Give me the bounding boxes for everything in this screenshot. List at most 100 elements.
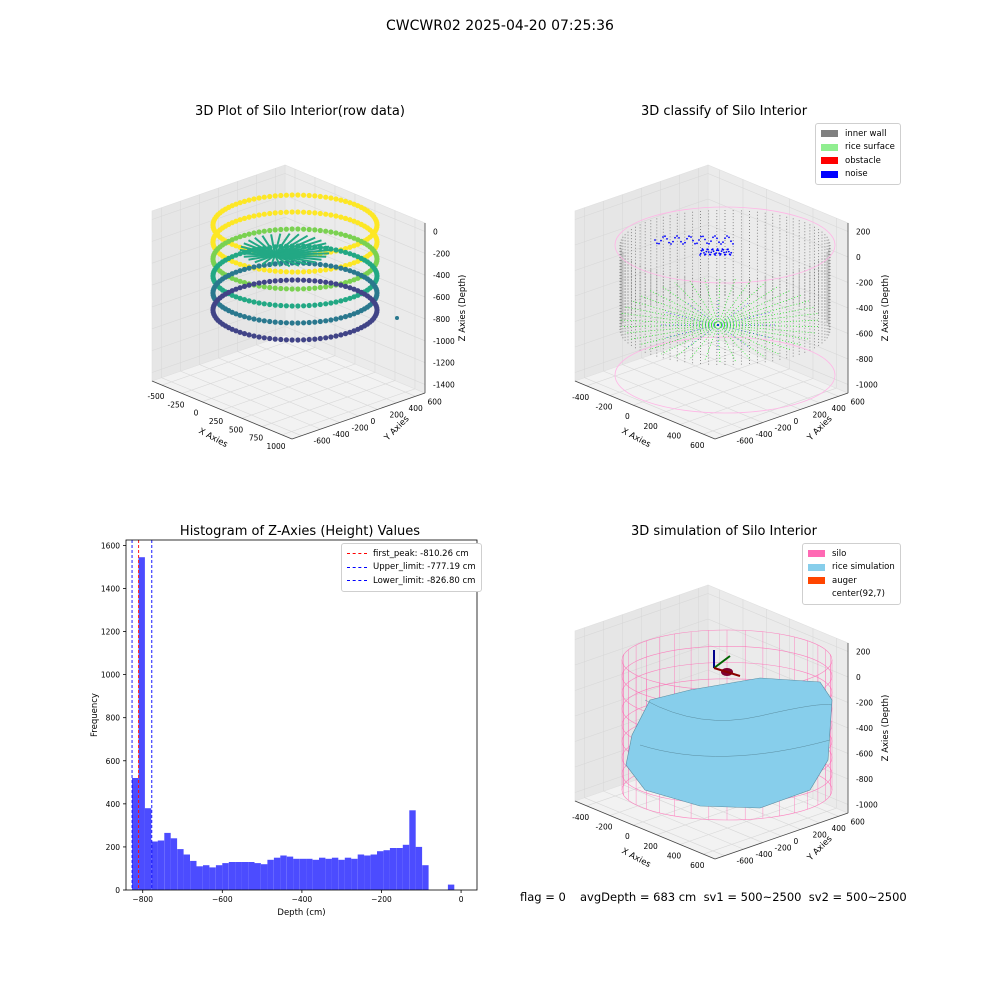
data-point (289, 337, 295, 343)
data-point (342, 331, 349, 337)
data-point (256, 334, 262, 340)
silo-outline (614, 336, 836, 414)
x-tick-label: -400 (572, 813, 589, 822)
y-tick-label: -200 (775, 844, 792, 853)
noise-point (710, 251, 713, 254)
data-point (342, 280, 349, 286)
data-point (351, 277, 357, 283)
noise-point (727, 248, 729, 251)
panel3-title: Histogram of Z-Axies (Height) Values (179, 524, 421, 539)
grid-line (284, 304, 426, 363)
data-point (306, 277, 312, 284)
noise-point (718, 241, 720, 244)
noise-point (716, 248, 719, 250)
data-point (338, 265, 344, 271)
data-point (248, 239, 276, 256)
grid-line (574, 644, 709, 691)
rice-surface-point (717, 324, 791, 351)
z-tick-label: -200 (856, 699, 873, 708)
legend-item-noise: noise (821, 168, 895, 182)
grid-line (698, 338, 839, 397)
y-tick-label: 1200 (101, 628, 120, 637)
rice-surface-point (717, 324, 736, 362)
legend-swatch (821, 157, 838, 165)
legend-label: rice surface (845, 142, 895, 153)
classified-points (614, 206, 836, 414)
rice-surface-point (621, 324, 719, 327)
data-point (328, 300, 334, 306)
grid-line (275, 338, 416, 397)
data-point (301, 337, 307, 343)
data-point (351, 260, 357, 266)
noise-point (658, 242, 660, 245)
noise-point (728, 236, 730, 239)
histogram-bar (422, 865, 429, 890)
rice-surface-point (625, 324, 719, 334)
data-point (256, 263, 262, 269)
data-point (312, 336, 318, 342)
data-point (241, 266, 248, 272)
data-point (241, 331, 248, 337)
histogram-bar (132, 778, 139, 890)
y-tick-label: -600 (314, 437, 331, 446)
histogram-bar (151, 841, 158, 890)
noise-point (707, 248, 709, 251)
footer-stats: avgDepth = 683 cm sv1 = 500~2500 sv2 = 5… (580, 890, 907, 904)
data-point (323, 194, 329, 200)
grid-line (151, 173, 286, 220)
histogram-bar (241, 862, 248, 890)
x-tick-label: 0 (459, 895, 464, 904)
legend-swatch (808, 591, 825, 598)
grid-line (603, 790, 744, 850)
data-point (338, 214, 344, 220)
data-point (374, 254, 380, 260)
noise-point (688, 235, 690, 238)
x-tick-label: 250 (209, 417, 224, 426)
legend-label: inner wall (845, 128, 887, 139)
data-point (295, 320, 301, 326)
z-tick-label: -600 (433, 293, 450, 302)
z-tick-label: -800 (856, 355, 873, 364)
data-point (237, 312, 243, 318)
data-point (317, 210, 323, 217)
data-point (272, 319, 278, 325)
x-tick-label: -250 (167, 400, 184, 409)
data-point (278, 209, 284, 216)
panel2-title: 3D classify of Silo Interior (640, 104, 808, 119)
data-point (233, 252, 239, 258)
legend-swatch (821, 170, 838, 178)
noise-point (732, 243, 734, 245)
data-point (233, 235, 239, 241)
data-point (283, 277, 289, 283)
data-point (374, 305, 380, 311)
data-point (317, 278, 323, 285)
y-tick-label: -600 (737, 437, 754, 446)
histogram-bar (170, 838, 178, 890)
z-tick-label: -1000 (856, 381, 878, 390)
y-tick-label: 1400 (101, 584, 120, 593)
rice-surface-point (717, 289, 791, 326)
x-tick-label: 600 (690, 441, 705, 450)
x-tick-label: 400 (667, 432, 682, 441)
grid-line (199, 364, 340, 423)
legend-label: obstacle (845, 155, 881, 166)
data-point (374, 237, 380, 243)
data-point (351, 294, 357, 300)
data-point (338, 332, 344, 338)
data-point (272, 193, 278, 199)
legend-swatch (808, 577, 825, 585)
histogram-bar (325, 858, 332, 890)
grid-line (707, 173, 849, 232)
y-tick-label: -400 (333, 430, 350, 439)
x-tick-label: 200 (644, 842, 659, 851)
data-point (283, 269, 289, 275)
histogram-bar (209, 867, 216, 890)
data-point (312, 278, 318, 284)
grid-line (180, 370, 321, 430)
data-point (261, 228, 267, 234)
y-axis-line (714, 392, 849, 440)
rice-surface-point (625, 306, 719, 326)
data-point (274, 245, 330, 256)
noise-point (702, 249, 705, 251)
data-point (301, 320, 307, 326)
